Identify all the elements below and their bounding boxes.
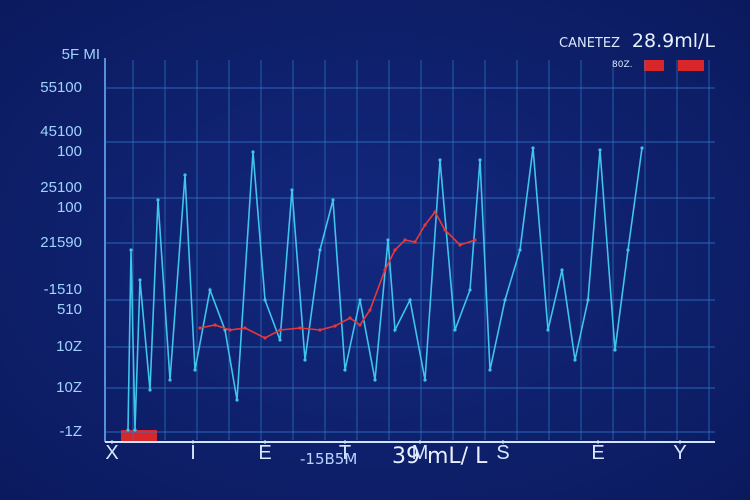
point (251, 150, 255, 154)
point (423, 378, 427, 382)
point (386, 238, 390, 242)
point (343, 368, 347, 372)
point (278, 328, 282, 332)
x-tick-label: I (190, 442, 196, 464)
y-tick-label: 55100 (40, 79, 82, 96)
x-axis-label: 39 mL/ L (392, 444, 488, 469)
y-tick-label: 10Z (56, 338, 82, 355)
point (393, 328, 397, 332)
point (290, 188, 294, 192)
point (478, 158, 482, 162)
point (333, 324, 337, 328)
point (640, 146, 644, 150)
point (235, 398, 239, 402)
point (193, 368, 197, 372)
point (458, 243, 462, 247)
point (303, 358, 307, 362)
point (408, 298, 412, 302)
y-axis-label: 5F MI (61, 46, 100, 63)
point (198, 326, 202, 330)
title: CANETEZ (559, 36, 620, 51)
point (243, 326, 247, 330)
y-tick-label: -1510 510 (43, 281, 82, 318)
point (473, 238, 477, 242)
point (373, 378, 377, 382)
point (208, 288, 212, 292)
point (586, 298, 590, 302)
point (318, 248, 322, 252)
x-tick-label: S (496, 442, 510, 464)
point (443, 228, 447, 232)
point (518, 248, 522, 252)
point (133, 428, 137, 432)
point (531, 146, 535, 150)
point (573, 358, 577, 362)
point (318, 328, 322, 332)
marker-tag (121, 430, 157, 441)
point (348, 316, 352, 320)
point (488, 368, 492, 372)
point (213, 323, 217, 327)
x-tick-label: E (258, 442, 272, 464)
point (358, 323, 362, 327)
point (423, 223, 427, 227)
y-tick-label: 21590 (40, 234, 82, 251)
point (298, 326, 302, 330)
point (433, 210, 437, 214)
point (626, 248, 630, 252)
point (278, 338, 282, 342)
x-axis-label-left: -15B5M (300, 450, 358, 468)
y-tick-label: -1Z (59, 423, 83, 440)
point (453, 328, 457, 332)
point (413, 240, 417, 244)
y-tick-label: 25100 100 (40, 179, 82, 216)
annotation: 80Z. (612, 60, 633, 70)
point (468, 288, 472, 292)
x-tick-label: Y (673, 442, 687, 464)
point (393, 248, 397, 252)
point (368, 308, 372, 312)
point (148, 388, 152, 392)
point (403, 238, 407, 242)
point (228, 328, 232, 332)
point (383, 268, 387, 272)
x-tick-label: T (338, 442, 352, 464)
point (138, 278, 142, 282)
point (129, 248, 133, 252)
marker-tag (644, 60, 664, 71)
point (331, 198, 335, 202)
point (546, 328, 550, 332)
x-tick-label: E (591, 442, 605, 464)
point (183, 173, 187, 177)
y-tick-label: 45100 100 (40, 123, 82, 160)
x-tick-label: M (411, 442, 429, 464)
y-tick-label: 10Z (56, 379, 82, 396)
point (358, 298, 362, 302)
point (598, 148, 602, 152)
point (613, 348, 617, 352)
x-tick-label: X (105, 442, 119, 464)
subtitle: 28.9ml/L (631, 30, 715, 52)
point (168, 378, 172, 382)
point (438, 158, 442, 162)
point (503, 298, 507, 302)
point (126, 428, 130, 432)
point (560, 268, 564, 272)
point (156, 198, 160, 202)
marker-tag (678, 60, 704, 71)
line-series (127, 147, 643, 431)
point (263, 298, 267, 302)
point (263, 336, 267, 340)
